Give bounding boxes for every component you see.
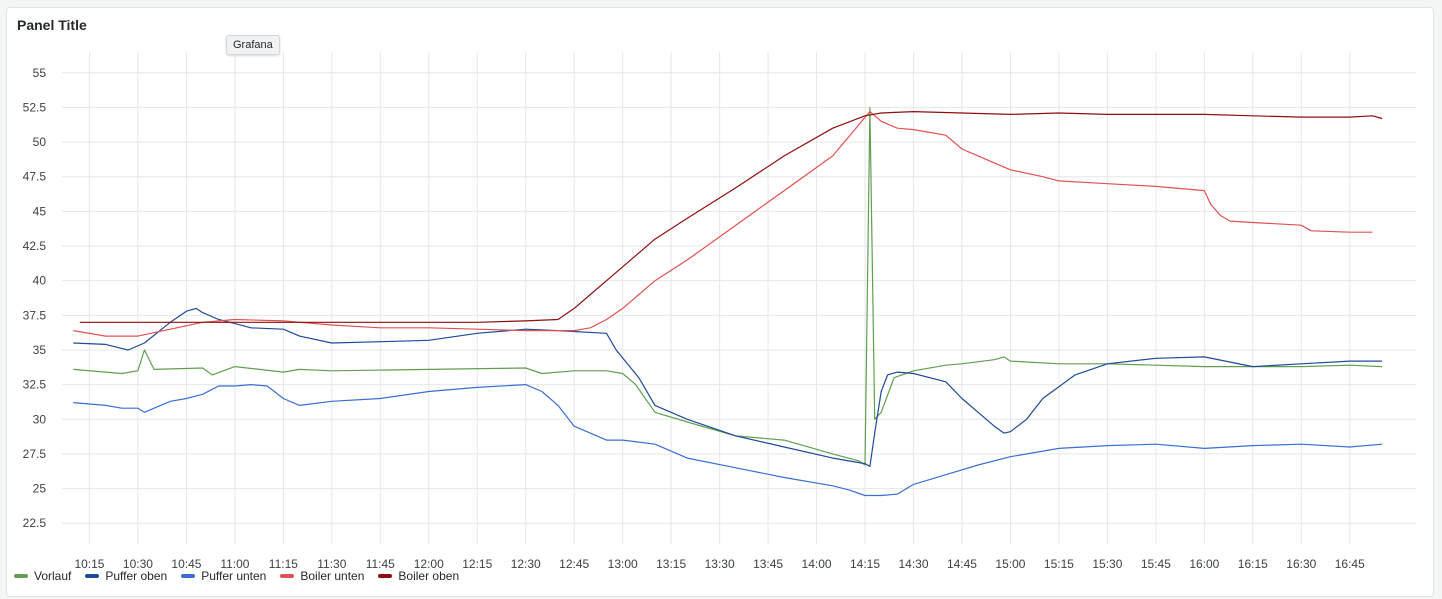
- x-tick-label: 13:45: [753, 557, 783, 571]
- legend-label: Boiler unten: [300, 569, 365, 583]
- legend-label: Puffer unten: [201, 569, 267, 583]
- y-tick-label: 50: [33, 135, 47, 149]
- legend-label: Puffer oben: [105, 569, 168, 583]
- legend-swatch: [280, 574, 295, 578]
- series-line-vorlauf: [73, 106, 1383, 466]
- y-tick-label: 22.5: [23, 516, 47, 530]
- x-tick-label: 11:30: [317, 557, 346, 571]
- series-line-boiler-oben: [79, 110, 1383, 323]
- legend-item-vorlauf[interactable]: Vorlauf: [14, 569, 71, 583]
- legend-swatch: [14, 574, 28, 578]
- y-tick-label: 40: [33, 274, 47, 288]
- x-tick-label: 15:15: [1044, 557, 1074, 571]
- y-tick-label: 55: [33, 66, 47, 80]
- x-tick-label: 12:15: [462, 557, 492, 571]
- x-tick-label: 11:00: [220, 557, 249, 571]
- x-tick-label: 13:15: [656, 557, 686, 571]
- x-tick-label: 15:00: [995, 557, 1025, 571]
- x-tick-label: 14:30: [898, 557, 928, 571]
- y-tick-label: 25: [33, 482, 47, 496]
- x-tick-label: 13:00: [608, 557, 638, 571]
- x-tick-label: 16:00: [1189, 557, 1219, 571]
- x-tick-label: 10:45: [171, 557, 201, 571]
- legend-swatch: [85, 574, 100, 578]
- x-tick-label: 14:45: [947, 557, 977, 571]
- legend-swatch: [378, 574, 393, 578]
- x-tick-label: 16:15: [1238, 557, 1268, 571]
- y-tick-label: 32.5: [23, 378, 47, 392]
- legend: Vorlauf Puffer oben Puffer unten Boiler unt…: [14, 569, 459, 583]
- x-tick-label: 13:30: [705, 557, 735, 571]
- x-tick-label: 12:00: [414, 557, 444, 571]
- legend-item-puffer-unten[interactable]: Puffer unten: [181, 569, 266, 583]
- y-tick-label: 35: [33, 343, 47, 357]
- x-tick-label: 11:15: [269, 557, 298, 571]
- y-tick-label: 30: [33, 412, 47, 426]
- y-tick-label: 47.5: [23, 170, 47, 184]
- y-tick-label: 45: [33, 204, 47, 218]
- series-line-puffer-unten: [73, 384, 1383, 497]
- y-tick-label: 42.5: [23, 239, 47, 253]
- x-tick-label: 12:45: [559, 557, 589, 571]
- panel-title[interactable]: Panel Title: [17, 17, 87, 33]
- y-tick-label: 27.5: [23, 447, 47, 461]
- x-tick-label: 16:30: [1286, 557, 1316, 571]
- series-line-boiler-unten: [73, 110, 1373, 337]
- x-tick-label: 10:15: [74, 557, 104, 571]
- legend-label: Boiler oben: [398, 569, 460, 583]
- grafana-tooltip: Grafana: [226, 35, 280, 55]
- legend-item-boiler-oben[interactable]: Boiler oben: [378, 569, 459, 583]
- x-tick-label: 10:30: [123, 557, 153, 571]
- x-tick-label: 15:30: [1092, 557, 1122, 571]
- legend-item-boiler-unten[interactable]: Boiler unten: [280, 569, 364, 583]
- legend-swatch: [181, 574, 196, 578]
- legend-label: Vorlauf: [34, 569, 72, 583]
- x-tick-label: 11:45: [366, 557, 395, 571]
- x-tick-label: 15:45: [1141, 557, 1171, 571]
- x-tick-label: 16:45: [1335, 557, 1365, 571]
- y-tick-label: 52.5: [23, 100, 47, 114]
- legend-item-puffer-oben[interactable]: Puffer oben: [85, 569, 167, 583]
- y-tick-label: 37.5: [23, 308, 47, 322]
- x-tick-label: 14:15: [850, 557, 880, 571]
- x-tick-label: 14:00: [802, 557, 832, 571]
- x-tick-label: 12:30: [511, 557, 541, 571]
